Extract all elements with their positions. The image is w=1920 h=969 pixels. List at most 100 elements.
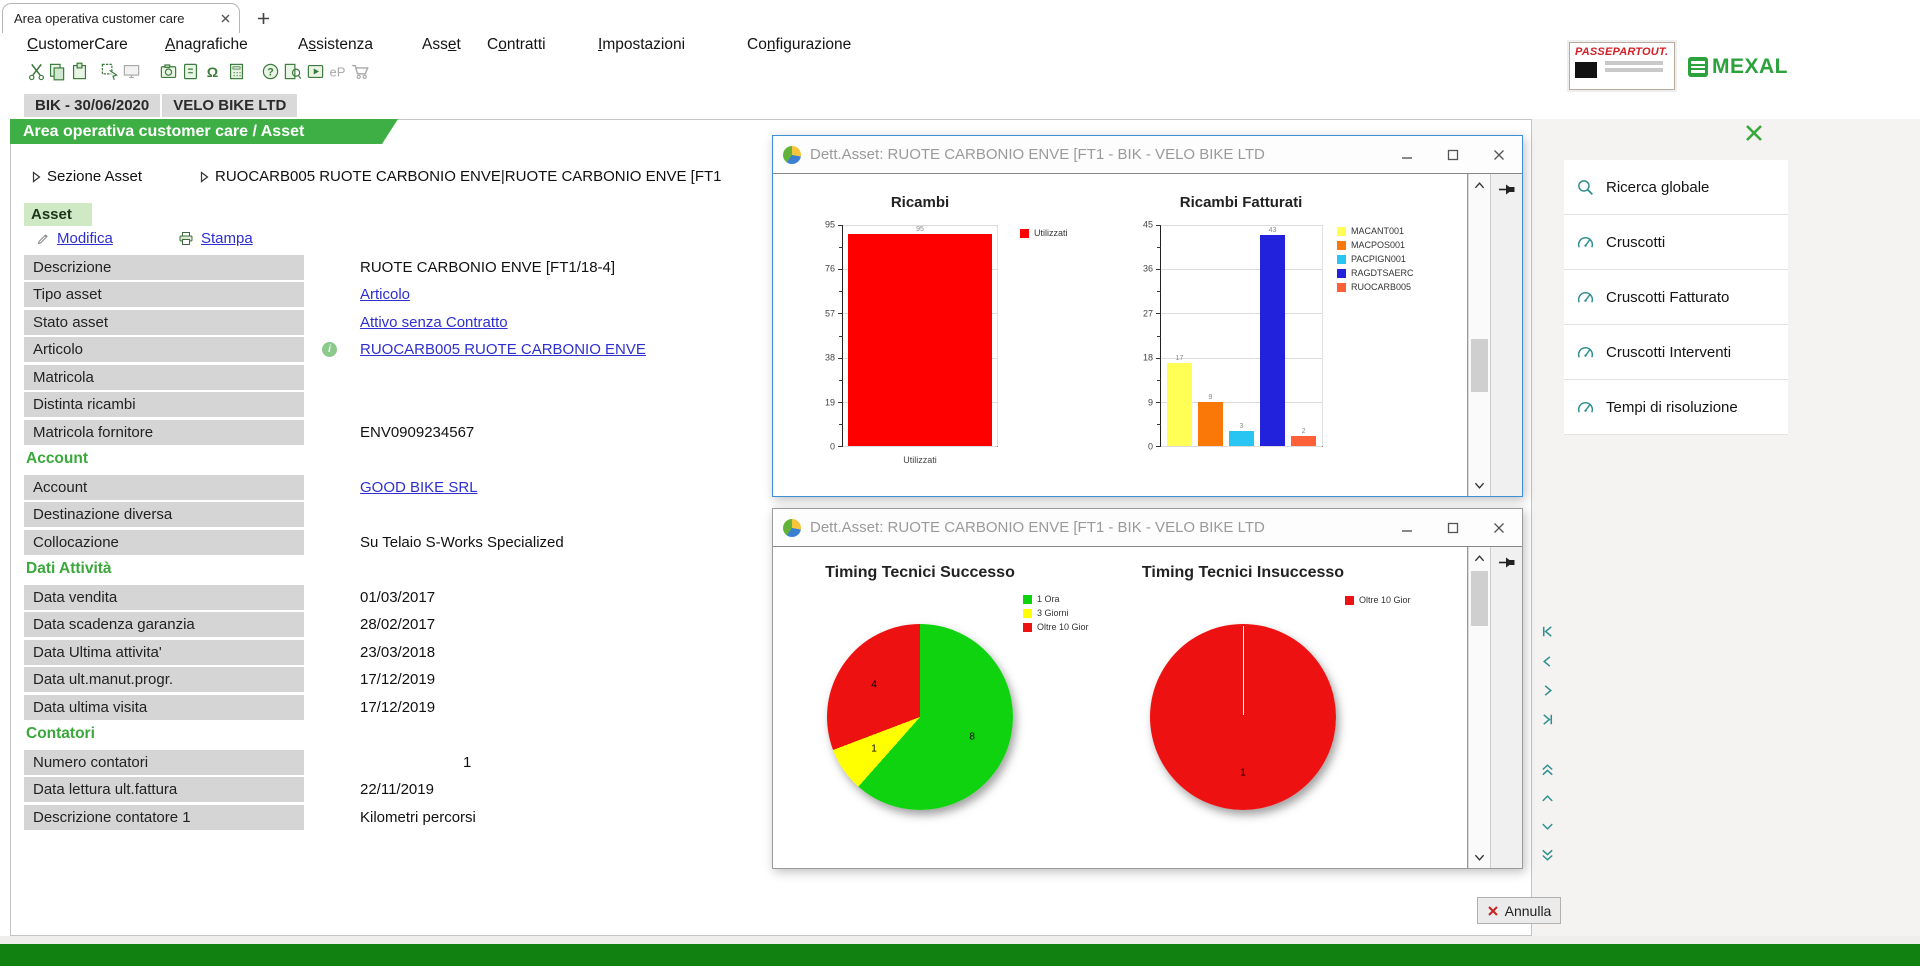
bar xyxy=(1166,362,1193,446)
stato-asset-link[interactable]: Attivo senza Contratto xyxy=(360,314,508,331)
field-row-data-vendita: Data vendita 01/03/2017 xyxy=(24,585,1204,610)
y-tick-label: 19 xyxy=(824,397,835,408)
calculator-icon[interactable] xyxy=(227,62,246,81)
window-titlebar[interactable]: Dett.Asset: RUOTE CARBONIO ENVE [FT1 - B… xyxy=(773,509,1522,546)
legend-swatch xyxy=(1337,268,1346,278)
scrollbar-thumb[interactable] xyxy=(1471,571,1488,626)
bar-value-label: 3 xyxy=(1239,423,1244,431)
breadcrumb-section[interactable]: Sezione Asset xyxy=(32,168,142,185)
new-tab-icon[interactable] xyxy=(253,8,273,28)
window-scrollbar[interactable] xyxy=(1468,174,1490,496)
tab-area-operativa[interactable]: Area operativa customer care xyxy=(2,3,240,33)
panel-close-icon[interactable] xyxy=(1742,121,1766,145)
scroll-down-icon[interactable] xyxy=(1534,814,1560,838)
y-minor-tick xyxy=(1157,335,1161,337)
svg-text:eP: eP xyxy=(330,64,346,79)
notes-icon[interactable] xyxy=(181,62,200,81)
tipo-asset-link[interactable]: Articolo xyxy=(360,286,411,303)
last-record-icon[interactable] xyxy=(1534,707,1560,731)
info-icon[interactable]: i xyxy=(322,342,337,357)
scroll-double-up-icon[interactable] xyxy=(1534,757,1560,781)
sidebar-item-tempi-di-risoluzione[interactable]: Tempi di risoluzione xyxy=(1564,380,1788,435)
gauge-icon xyxy=(1577,346,1594,358)
chart-panel: Ricambi 95 76 57 38 19 0 95 Utilizzati Utiliz… xyxy=(773,174,1468,496)
scrollbar-up-icon[interactable] xyxy=(1469,176,1490,194)
minimize-icon[interactable] xyxy=(1384,141,1430,169)
annulla-button[interactable]: Annulla xyxy=(1477,897,1561,924)
bar xyxy=(1259,234,1286,446)
x-axis-label: Utilizzati xyxy=(903,455,937,465)
maximize-icon[interactable] xyxy=(1430,514,1476,542)
pin-icon[interactable] xyxy=(1498,555,1516,570)
y-tick-label: 38 xyxy=(824,352,835,363)
cut-icon[interactable] xyxy=(27,62,46,81)
menu-anagrafiche[interactable]: Anagrafiche xyxy=(165,36,248,53)
plot-area: 95 xyxy=(838,225,998,447)
scroll-double-down-icon[interactable] xyxy=(1534,843,1560,867)
paste-icon[interactable] xyxy=(70,62,89,81)
window-titlebar[interactable]: Dett.Asset: RUOTE CARBONIO ENVE [FT1 - B… xyxy=(773,136,1522,173)
toolbar: Ω ? eP xyxy=(0,62,1920,84)
svg-text:Ω: Ω xyxy=(207,65,218,81)
tab-close-icon[interactable] xyxy=(220,13,231,24)
menu-impostazioni[interactable]: Impostazioni xyxy=(598,36,686,53)
menu-asset[interactable]: Asset xyxy=(422,36,461,53)
menu-bar: CustomerCare Anagrafiche Assistenza Asse… xyxy=(0,36,1920,60)
y-minor-tick xyxy=(1157,247,1161,249)
previous-record-icon[interactable] xyxy=(1534,649,1560,673)
sidebar-item-cruscotti-interventi[interactable]: Cruscotti Interventi xyxy=(1564,325,1788,380)
pin-icon[interactable] xyxy=(1498,182,1516,197)
chart-timing-insuccesso: Timing Tecnici Insuccesso 1 Oltre 10 Gio… xyxy=(773,547,1467,868)
legend-entry: Utilizzati xyxy=(1020,228,1068,238)
window-scrollbar[interactable] xyxy=(1468,547,1490,868)
account-link[interactable]: GOOD BIKE SRL xyxy=(360,479,478,496)
field-row-descrizione: Descrizione RUOTE CARBONIO ENVE [FT1/18-4… xyxy=(24,255,1204,280)
monitor-icon[interactable] xyxy=(122,62,141,81)
legend-label: RUOCARB005 xyxy=(1351,282,1412,292)
field-row-data-lettura: Data lettura ult.fattura 22/11/2019 xyxy=(24,777,1204,802)
next-record-icon[interactable] xyxy=(1534,678,1560,702)
video-play-icon[interactable] xyxy=(306,62,325,81)
bar xyxy=(1290,436,1317,446)
articolo-link[interactable]: RUOCARB005 RUOTE CARBONIO ENVE xyxy=(360,341,646,358)
minimize-icon[interactable] xyxy=(1384,514,1430,542)
scrollbar-down-icon[interactable] xyxy=(1469,476,1490,494)
first-record-icon[interactable] xyxy=(1534,619,1560,643)
menu-contratti[interactable]: Contratti xyxy=(487,36,546,53)
scrollbar-down-icon[interactable] xyxy=(1469,848,1490,866)
epayment-icon[interactable]: eP xyxy=(328,62,347,81)
field-label: Data lettura ult.fattura xyxy=(24,777,304,802)
menu-configurazione[interactable]: Configurazione xyxy=(747,36,852,53)
bars: 17 9 3 43 2 xyxy=(1161,225,1322,446)
menu-assistenza[interactable]: Assistenza xyxy=(298,36,373,53)
sidebar-item-ricerca-globale[interactable]: Ricerca globale xyxy=(1564,160,1788,215)
tab-asset[interactable]: Asset xyxy=(24,203,92,226)
scroll-up-icon[interactable] xyxy=(1534,786,1560,810)
stampa-link[interactable]: Stampa xyxy=(178,230,253,247)
menu-customercare[interactable]: CustomerCare xyxy=(27,36,128,53)
maximize-icon[interactable] xyxy=(1430,141,1476,169)
close-icon[interactable] xyxy=(1476,514,1522,542)
legend-entry: Oltre 10 Gior xyxy=(1345,595,1411,605)
pencil-icon xyxy=(37,233,48,244)
copy-icon[interactable] xyxy=(47,62,66,81)
cart-icon[interactable] xyxy=(351,62,370,81)
y-tick-mark xyxy=(838,269,843,271)
sidebar-item-cruscotti-fatturato[interactable]: Cruscotti Fatturato xyxy=(1564,270,1788,325)
y-tick-label: 27 xyxy=(1142,308,1153,319)
browse-search-icon[interactable] xyxy=(283,62,302,81)
camera-icon[interactable] xyxy=(159,62,178,81)
close-icon[interactable] xyxy=(1476,141,1522,169)
scrollbar-thumb[interactable] xyxy=(1471,339,1488,392)
modifica-link[interactable]: Modifica xyxy=(36,230,113,247)
contacts-omega-icon[interactable]: Ω xyxy=(203,62,222,81)
sidebar-item-cruscotti[interactable]: Cruscotti xyxy=(1564,215,1788,270)
bar-value-label: 43 xyxy=(1268,226,1277,234)
gridline xyxy=(1161,269,1322,271)
scrollbar-up-icon[interactable] xyxy=(1469,549,1490,567)
detail-window-timing: Dett.Asset: RUOTE CARBONIO ENVE [FT1 - B… xyxy=(772,508,1523,869)
breadcrumb-asset[interactable]: RUOCARB005 RUOTE CARBONIO ENVE|RUOTE CAR… xyxy=(200,168,721,185)
select-pointer-icon[interactable] xyxy=(100,62,119,81)
bar xyxy=(848,234,992,446)
help-icon[interactable]: ? xyxy=(261,62,280,81)
